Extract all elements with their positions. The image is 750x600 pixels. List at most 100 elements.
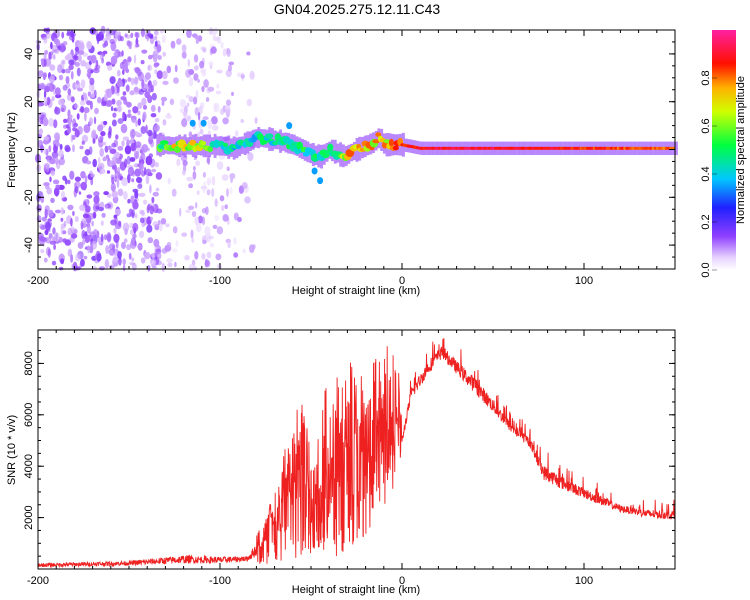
sideband-spot <box>311 167 318 175</box>
noise-speckle <box>231 91 234 96</box>
noise-speckle <box>215 90 222 95</box>
noise-speckle <box>67 126 71 134</box>
noise-speckle <box>100 233 104 243</box>
noise-speckle <box>131 118 136 123</box>
noise-speckle <box>222 117 229 125</box>
noise-speckle <box>58 98 65 106</box>
noise-speckle <box>68 118 72 127</box>
noise-speckle <box>215 253 222 261</box>
noise-speckle <box>197 131 201 138</box>
noise-speckle <box>233 252 239 258</box>
noise-speckle <box>71 134 76 140</box>
noise-speckle <box>61 68 66 74</box>
y-tick-label: 0 <box>23 146 35 152</box>
noise-speckle <box>144 91 150 99</box>
noise-speckle <box>49 240 57 245</box>
carrier-halo <box>361 136 364 159</box>
noise-speckle <box>154 117 160 123</box>
noise-speckle <box>57 64 63 74</box>
noise-speckle <box>52 179 60 185</box>
x-tick-label: -200 <box>27 275 49 287</box>
noise-speckle <box>114 208 122 216</box>
carrier-halo <box>331 139 334 162</box>
noise-speckle <box>65 76 70 84</box>
sideband-spot <box>189 119 196 127</box>
noise-speckle <box>61 31 65 39</box>
sideband-spot <box>200 119 207 127</box>
y-tick-label: 4000 <box>23 454 35 478</box>
noise-speckle <box>176 38 182 45</box>
noise-speckle <box>116 178 120 188</box>
noise-speckle <box>55 184 61 189</box>
noise-speckle <box>133 66 141 72</box>
noise-speckle <box>153 54 158 63</box>
snr-y-axis: 2000 4000 6000 8000 <box>23 337 675 570</box>
noise-speckle <box>79 100 86 106</box>
noise-speckle <box>83 107 90 114</box>
noise-speckle <box>72 261 78 272</box>
colorbar: 0.0 0.2 0.4 0.6 0.8 Normalized spectral ampl… <box>700 30 747 278</box>
noise-speckle <box>246 98 252 107</box>
noise-speckle <box>127 77 132 82</box>
noise-speckle <box>154 35 158 41</box>
noise-speckle <box>151 196 155 204</box>
noise-speckle <box>44 208 48 219</box>
noise-speckle <box>194 216 199 226</box>
noise-speckle <box>67 88 72 96</box>
noise-speckle <box>114 31 118 39</box>
noise-speckle <box>96 230 100 239</box>
noise-speckle <box>51 151 59 159</box>
noise-speckle <box>87 245 90 254</box>
noise-speckle <box>52 49 58 53</box>
noise-speckle <box>193 54 199 63</box>
noise-speckle <box>123 238 128 243</box>
noise-speckle <box>113 227 117 234</box>
noise-speckle <box>134 241 137 247</box>
noise-speckle <box>141 78 145 89</box>
noise-speckle <box>52 54 56 60</box>
noise-speckle <box>83 255 88 260</box>
noise-speckle <box>155 172 163 180</box>
noise-speckle <box>216 263 222 270</box>
noise-speckle <box>133 150 140 159</box>
noise-speckle <box>160 218 167 225</box>
noise-speckle <box>183 113 187 120</box>
noise-speckle <box>42 73 46 81</box>
noise-speckle <box>127 173 131 184</box>
noise-speckle <box>50 41 53 50</box>
noise-speckle <box>127 56 132 63</box>
noise-speckle <box>86 72 92 78</box>
noise-speckle <box>46 96 51 106</box>
noise-speckle <box>120 123 128 134</box>
carrier-point <box>189 139 197 146</box>
noise-speckle <box>101 212 106 218</box>
noise-speckle <box>209 242 215 248</box>
noise-speckle <box>118 31 121 37</box>
noise-speckle <box>44 229 49 236</box>
noise-speckle <box>103 120 108 126</box>
noise-speckle <box>74 129 80 138</box>
noise-speckle <box>142 111 147 121</box>
noise-speckle <box>182 169 186 176</box>
noise-speckle <box>174 64 178 73</box>
noise-speckle <box>169 98 175 106</box>
x-tick-label: 100 <box>575 575 593 587</box>
noise-speckle <box>78 191 82 195</box>
x-tick-label: 100 <box>575 275 593 287</box>
noise-speckle <box>60 104 67 113</box>
noise-speckle <box>156 44 162 53</box>
noise-speckle <box>227 240 231 249</box>
snr-series-line <box>37 338 676 569</box>
noise-speckle <box>84 96 88 103</box>
noise-speckle <box>58 74 64 81</box>
noise-speckle <box>139 162 144 172</box>
noise-speckle <box>39 82 46 90</box>
noise-speckle <box>37 70 44 78</box>
noise-speckle <box>191 259 196 267</box>
noise-speckle <box>60 227 63 235</box>
noise-speckle <box>66 93 72 101</box>
noise-speckle <box>179 207 182 217</box>
noise-speckle <box>147 129 153 137</box>
noise-speckle <box>101 100 107 107</box>
noise-speckle <box>151 252 156 259</box>
